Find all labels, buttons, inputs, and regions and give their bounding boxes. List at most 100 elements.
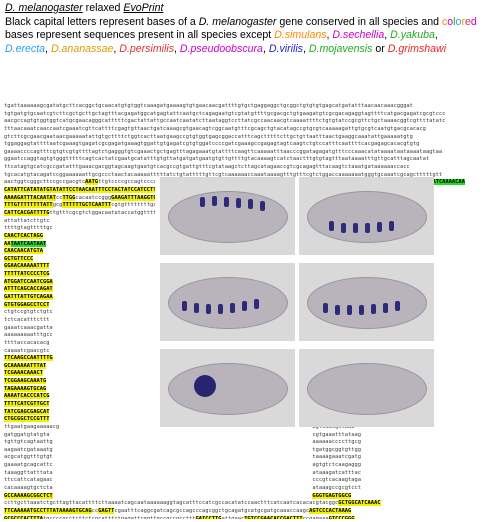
sequence-segment: gaaaaccccagtttcgtgtcgtgttttagtctgagggtgt… <box>4 148 443 155</box>
sequence-segment: cccgtcacaagtaga <box>312 477 362 484</box>
sequence-segment: cc <box>91 507 99 514</box>
colored-letter: r <box>461 15 465 28</box>
sequence-line: taaaggttatttata ataaagatcatttac <box>4 470 480 478</box>
embryo-image-5 <box>160 349 295 427</box>
sequence-segment: cc <box>55 194 63 201</box>
sequence-segment: tgtgatgtgcaatcgtcttcgctgcttgctagtttacgag… <box>4 110 446 117</box>
conserved-segment: CAACAACATGTA <box>4 248 43 255</box>
sequence-line: TTCAAAAATGCCTTTATAAAAGTGCAGccGAGTTcgaatt… <box>4 507 480 516</box>
title-species: D. melanogaster <box>5 2 83 14</box>
species-name: D.pseudoobscura <box>179 42 263 55</box>
species-name: D.persimilis <box>119 42 175 55</box>
embryo-image-panel <box>155 177 434 427</box>
sequence-line: aagaatcgataaatg tgatggcggtgttgg <box>4 447 480 455</box>
conserved-segment: TAGAAAAGTGCAG <box>4 385 47 392</box>
sequence-line: ttccattcatagaac cccgtcacaagtaga <box>4 477 480 485</box>
sequence-segment: ttgaatgaagaaaaacg <box>4 423 60 430</box>
species-list: D.simulans, D.sechellia, D.yakuba, D.ere… <box>5 29 446 55</box>
sequence-line: aacgccagtgtggtggtcatgcgaacagggcatttttcga… <box>4 118 480 126</box>
sequence-segment <box>49 432 312 438</box>
sequence-segment: cacaatccggg <box>75 194 112 201</box>
sequence-line: gaaaatgcagcattc agtgtctcaagaggg <box>4 462 480 470</box>
sequence-segment: attattatcttgtc <box>4 217 50 224</box>
sequence-segment: cgtgaaatttataag <box>312 431 362 438</box>
conserved-segment: TTGG <box>62 194 76 201</box>
conserved-segment: TGTCCGAACACCGACTTT <box>244 515 303 519</box>
sequence-segment: ggaatccaggtagtgtgggtttttcagtcactatcgaatg… <box>4 156 430 163</box>
conserved-segment: CAACTCACTAGG <box>4 232 43 239</box>
sequence-segment: ttttgtagtttttgc <box>4 225 53 232</box>
sequence-line: tgattaaaaaagcgatatgcttcacggctgcaacatgtgt… <box>4 103 480 111</box>
conserved-segment: GGGTGAGTGGCG <box>312 492 352 499</box>
conserved-segment: TTCAAAAATGCCTTTATAAAAGTGCAG <box>4 507 92 514</box>
sequence-segment: caaaatcgaacgtc <box>4 347 50 354</box>
sequence-segment: aactggtcgggcttccgccgacgtc <box>4 179 86 186</box>
sequence-segment: gtcttcgcgaacgaataacgaaaaatattgtgcttttctg… <box>4 133 413 140</box>
conserved-segment: AGTCCCACTAAAG <box>309 507 352 514</box>
sequence-segment: ttccattcatagaac <box>4 477 53 484</box>
embryo-image-3 <box>160 263 295 341</box>
sequence-line: gtcttcgcgaacgaataacgaaaaatattgtgcttttctg… <box>4 134 480 142</box>
sequence-line: GCCAAAAGCGGCTCT GGGTGAGTGGCG <box>4 492 480 501</box>
embryo-image-2 <box>299 177 434 255</box>
species-separator: , <box>174 42 180 55</box>
conserved-segment: GGAACAAAAATTTT <box>4 263 50 270</box>
species-name: D.erecta <box>5 42 46 55</box>
sequence-line: tgttgtcagtaattg aaaaaaccccttgcg <box>4 439 480 447</box>
legend-header: D. melanogaster relaxed EvoPrint Black c… <box>5 2 479 56</box>
species-name: D.virilis <box>268 42 303 55</box>
header-title: D. melanogaster relaxed EvoPrint <box>5 2 479 16</box>
conserved-segment: CATTCACGATTTTG <box>4 209 50 216</box>
sequence-line: gatggatgtatgta cgtgaaatttataag <box>4 432 480 440</box>
sequence-segment: tctcacatttcttt <box>4 316 50 323</box>
sequence-segment: gatggatgtatgta <box>4 431 50 438</box>
species-separator: , <box>326 29 333 41</box>
conserved-segment: GCAAAAAATTTAT <box>4 362 47 369</box>
colored-letter: d <box>470 15 477 28</box>
desc-species: D. melanogaster <box>198 15 277 28</box>
conserved-segment: GTGTGGAGCCTCCT <box>4 301 50 308</box>
conserved-segment: TCGAAACAAACT <box>4 370 43 377</box>
sequence-line: cacaaaagtgctcta ataaagccgcgtcct <box>4 485 480 493</box>
conserved-segment: GCTGGCATCAAAC <box>338 500 381 507</box>
conserved-segment: GCGCCCACTTTA <box>4 515 43 519</box>
sequence-line: tgtgatgtgcaatcgtcttcgctgcttgctagtttacgag… <box>4 111 480 119</box>
sequence-line: tgcacatgtacagatccggaaaaaattgcgccctaactac… <box>4 172 480 180</box>
sequence-segment: ccgagaaa <box>302 515 329 519</box>
sequence-line: ccttgcttaaatctgcttagttacattttcttaaaatcag… <box>4 500 480 508</box>
conserved-segment: TAATCAATAAT <box>10 240 47 247</box>
conserved-segment: GATTTATTGTCAGAA <box>4 294 53 301</box>
title-tool: EvoPrint <box>123 2 164 14</box>
sequence-segment: aaaaaaccccttgcg <box>312 439 362 446</box>
conserved-segment: CTGCGGCTCCGTTT <box>4 416 50 423</box>
sequence-segment: gcg <box>52 202 63 209</box>
header-description: Black capital letters represent bases of… <box>5 16 479 57</box>
sequence-segment: tgattaaaaaagcgatatgcttcacggctgcaacatgtgt… <box>4 103 413 109</box>
colored-letter: c <box>441 15 448 28</box>
sequence-segment: ttgtccccgccagtcccaagagtac <box>98 179 180 186</box>
conserved-segment: AA <box>4 240 11 247</box>
conserved-segment: ATGGATCCAATCGGA <box>4 278 53 285</box>
sequence-segment: ttttaccacacacg <box>4 339 50 346</box>
conserved-segment: ATTTCAGCACCAGAT <box>4 286 53 293</box>
sequence-segment: tggaggagtattttaatcgaaagtgagatcgcgagatgaa… <box>4 141 420 148</box>
sequence-segment: cacaaaagtgctcta <box>4 485 53 492</box>
sequence-segment: acgcatggtttgtgt <box>4 454 53 461</box>
sequence-segment <box>53 454 313 460</box>
desc-colored-word: colored <box>442 16 477 28</box>
desc-text-b: gene conserved in all species and <box>276 15 442 28</box>
sequence-segment: cgaatttcaggcgatcagcgccagcccagcggctgcagat… <box>114 507 310 514</box>
embryo-image-4 <box>299 263 434 341</box>
sequence-line: GCGCCCACTTTAtgccccgcctcttctcgcatttctgaga… <box>4 515 480 519</box>
sequence-segment <box>53 493 313 499</box>
species-separator: or <box>372 42 388 55</box>
sequence-segment: tgatggcggtgttgg <box>312 446 362 453</box>
conserved-segment: TTCAAGCCAATTTTG <box>4 355 53 362</box>
conserved-segment: AAAAGATTTACAATAT <box>4 194 56 201</box>
species-separator: , <box>113 42 120 55</box>
desc-text-c: bases represent sequences present in all… <box>5 29 275 41</box>
conserved-segment: AATG <box>85 179 99 186</box>
sequence-segment: taaaagaaatcgatg <box>312 454 362 461</box>
sequence-segment: aagaatcgataaatg <box>4 446 53 453</box>
sequence-line: tttaacaaatcaaccaatcgaaatcgttcattttcgagtg… <box>4 126 480 134</box>
